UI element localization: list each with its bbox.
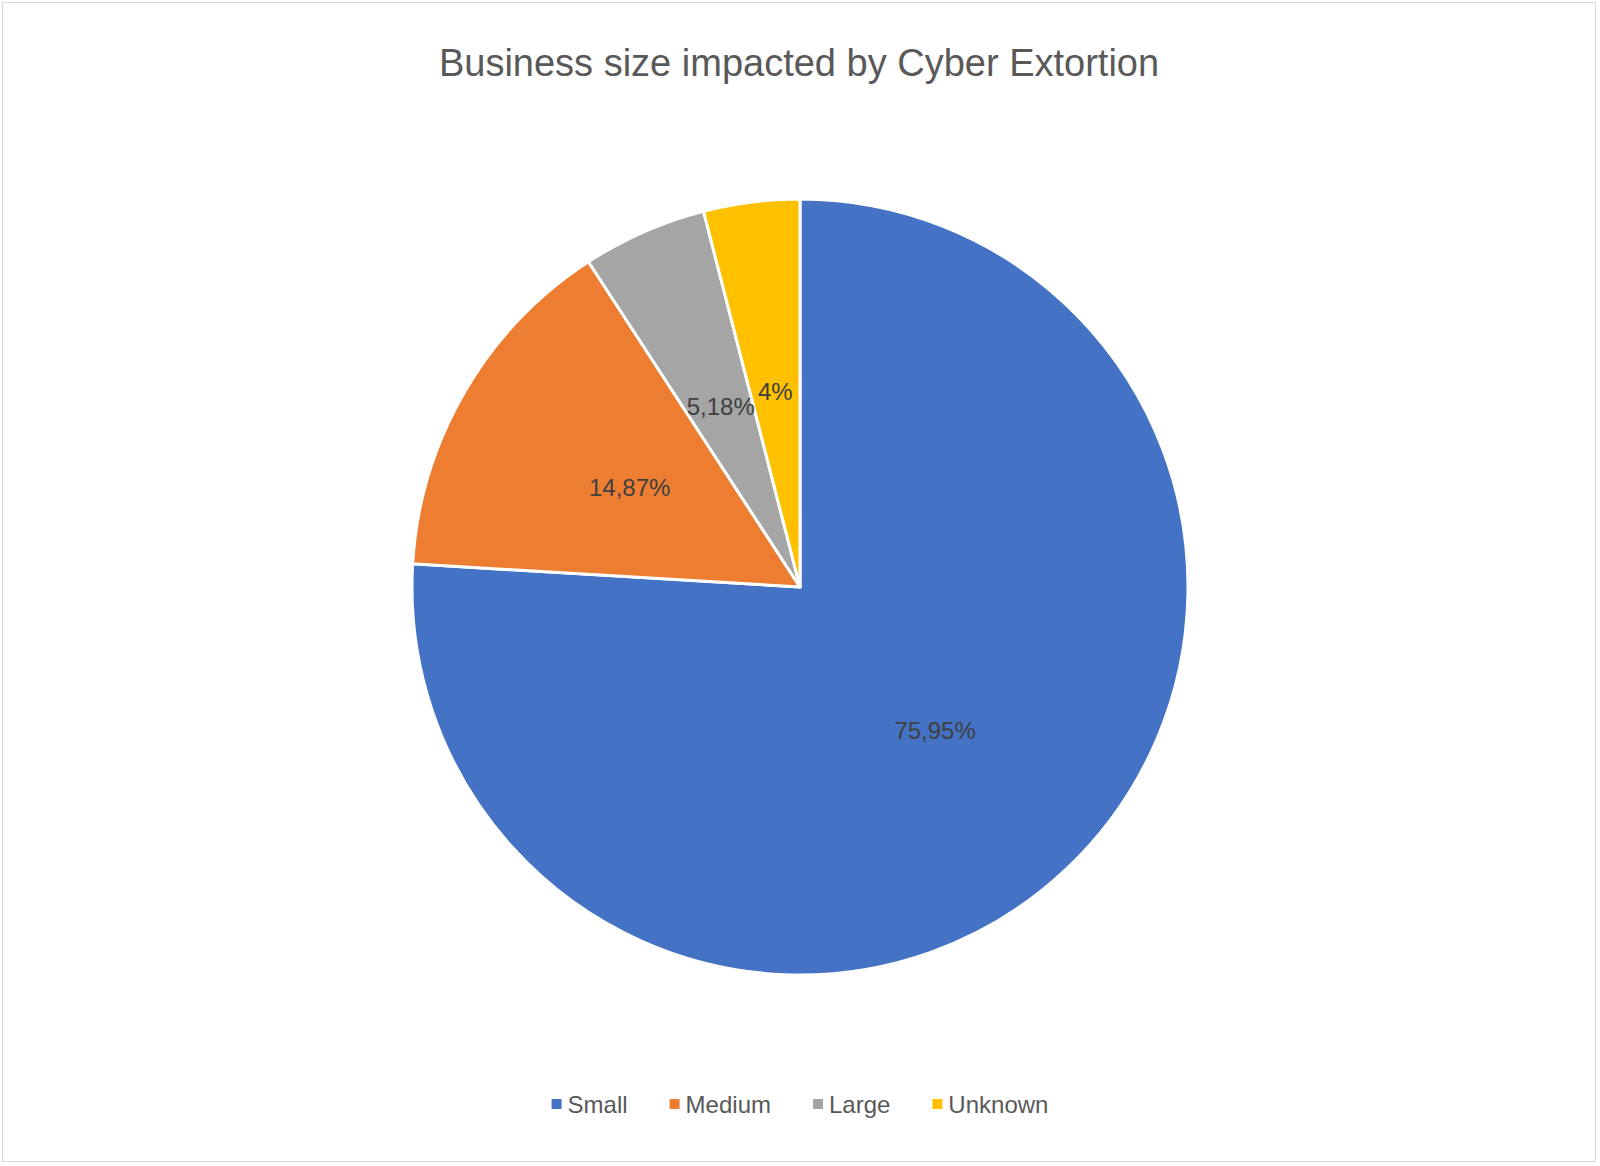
svg-text:14,87%: 14,87% xyxy=(589,474,670,501)
svg-text:4%: 4% xyxy=(758,378,793,405)
svg-text:Business size impacted by Cybe: Business size impacted by Cyber Extortio… xyxy=(439,42,1159,84)
svg-text:Medium: Medium xyxy=(686,1091,771,1118)
svg-text:5,18%: 5,18% xyxy=(687,393,755,420)
svg-text:Small: Small xyxy=(568,1091,628,1118)
svg-text:Unknown: Unknown xyxy=(948,1091,1048,1118)
svg-text:75,95%: 75,95% xyxy=(894,717,975,744)
svg-text:Large: Large xyxy=(829,1091,890,1118)
